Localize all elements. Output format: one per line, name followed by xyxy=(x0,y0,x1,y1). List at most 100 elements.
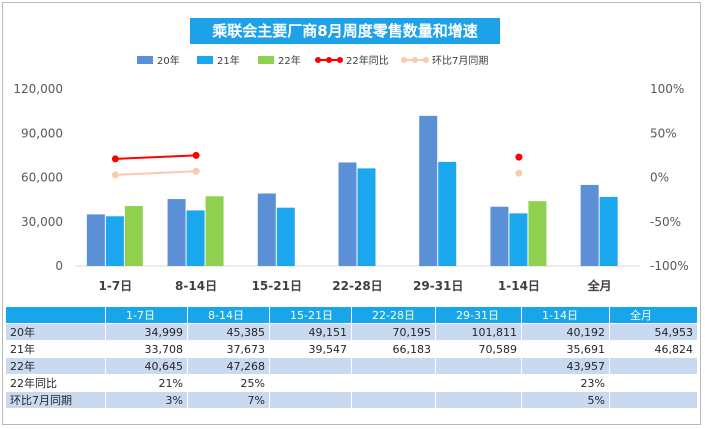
bar-22年 xyxy=(124,206,143,266)
bar-20年 xyxy=(167,199,186,266)
table-cell: 25% xyxy=(187,374,270,392)
table-cell: 45,385 xyxy=(187,323,270,341)
legend-swatch-marker xyxy=(326,57,332,63)
y-right-tick-label: 0% xyxy=(650,171,669,185)
table-cell xyxy=(269,374,352,392)
legend-label: 环比7月同期 xyxy=(432,55,488,67)
table-row: 环比7月同期 3% 7% 5% xyxy=(5,391,698,409)
table-cell xyxy=(435,357,522,375)
table-cell: 40,645 xyxy=(105,357,188,375)
x-tick-label: 29-31日 xyxy=(413,279,463,293)
point-22年同比 xyxy=(111,155,119,163)
chart-title: 乘联会主要厂商8月周度零售数量和增速 xyxy=(190,18,500,44)
table-cell xyxy=(269,357,352,375)
bar-21年 xyxy=(276,207,295,266)
table-cell xyxy=(269,391,352,409)
table-cell: 70,589 xyxy=(435,340,522,358)
bar-21年 xyxy=(357,168,376,266)
table-cell: 37,673 xyxy=(187,340,270,358)
table-column-header: 8-14日 xyxy=(187,306,270,324)
point-22年同比 xyxy=(192,151,200,159)
y-left-tick-label: 60,000 xyxy=(21,171,63,185)
table-column-header: 29-31日 xyxy=(435,306,522,324)
point-环比7月同期 xyxy=(111,171,119,179)
legend-swatch-marker xyxy=(401,57,407,63)
legend-swatch xyxy=(258,56,274,64)
x-tick-label: 全月 xyxy=(587,278,612,293)
y-axis-right: -100% -50% 0% 50% 100% xyxy=(650,82,689,273)
table-cell: 5% xyxy=(521,391,610,409)
chart-plot: 20年 21年 22年 22年同比 环比7月同期 0 30,000 60,000 90,000… xyxy=(13,54,689,293)
table-row: 21年 33,708 37,673 39,547 66,183 70,589 35,691 4… xyxy=(5,340,698,358)
table-cell xyxy=(435,374,522,392)
x-tick-label: 22-28日 xyxy=(332,279,382,293)
bar-20年 xyxy=(490,206,509,266)
table-row: 22年同比 21% 25% 23% xyxy=(5,374,698,392)
x-tick-label: 15-21日 xyxy=(252,279,302,293)
table-cell: 23% xyxy=(521,374,610,392)
chart-legend: 20年 21年 22年 22年同比 环比7月同期 xyxy=(137,54,488,67)
legend-swatch-marker xyxy=(423,57,429,63)
table-cell: 33,708 xyxy=(105,340,188,358)
table-cell xyxy=(351,374,436,392)
y-right-tick-label: 100% xyxy=(650,82,684,96)
table-cell: 66,183 xyxy=(351,340,436,358)
y-right-tick-label: 50% xyxy=(650,126,677,140)
y-left-tick-label: 0 xyxy=(55,259,63,273)
table-row-label: 22年 xyxy=(5,357,106,375)
table-row-label: 22年同比 xyxy=(5,374,106,392)
legend-label: 22年同比 xyxy=(346,54,389,67)
table-cell: 21% xyxy=(105,374,188,392)
table-column-header: 1-14日 xyxy=(521,306,610,324)
x-axis: 1-7日 8-14日 15-21日 22-28日 29-31日 1-14日 全月 xyxy=(99,278,612,293)
table-row-label: 20年 xyxy=(5,323,106,341)
y-right-tick-label: -50% xyxy=(650,215,681,229)
table-cell xyxy=(351,391,436,409)
bar-21年 xyxy=(599,196,618,266)
bar-21年 xyxy=(438,161,457,266)
table-cell: 49,151 xyxy=(269,323,352,341)
table-row-label: 21年 xyxy=(5,340,106,358)
legend-swatch-marker xyxy=(412,57,418,63)
table-cell: 7% xyxy=(187,391,270,409)
table-column-header: 15-21日 xyxy=(269,306,352,324)
table-cell: 3% xyxy=(105,391,188,409)
y-right-tick-label: -100% xyxy=(650,259,689,273)
table-column-header: 1-7日 xyxy=(105,306,188,324)
table-cell xyxy=(609,374,698,392)
table-row: 20年 34,999 45,385 49,151 70,195 101,811 40,192… xyxy=(5,323,698,341)
table-cell: 39,547 xyxy=(269,340,352,358)
table-cell xyxy=(609,391,698,409)
y-left-tick-label: 30,000 xyxy=(21,215,63,229)
table-column-header: 全月 xyxy=(609,306,698,324)
bar-21年 xyxy=(509,213,528,266)
chart-lines xyxy=(111,151,523,179)
bar-20年 xyxy=(338,162,357,266)
bar-20年 xyxy=(419,115,438,267)
table-cell: 47,268 xyxy=(187,357,270,375)
table-column-header: 22-28日 xyxy=(351,306,436,324)
point-22年同比 xyxy=(515,153,523,161)
legend-swatch xyxy=(137,56,153,64)
legend-swatch-marker xyxy=(315,57,321,63)
y-left-tick-label: 90,000 xyxy=(21,126,63,140)
table-row-label: 环比7月同期 xyxy=(5,391,106,409)
table-cell: 54,953 xyxy=(609,323,698,341)
table-cell xyxy=(435,391,522,409)
table-cell: 101,811 xyxy=(435,323,522,341)
x-tick-label: 1-7日 xyxy=(99,279,133,293)
y-axis-left: 0 30,000 60,000 90,000 120,000 xyxy=(13,82,63,273)
bar-20年 xyxy=(257,193,276,266)
legend-label: 22年 xyxy=(278,54,301,67)
table-cell: 40,192 xyxy=(521,323,610,341)
bar-21年 xyxy=(105,216,124,266)
table-cell: 46,824 xyxy=(609,340,698,358)
legend-swatch xyxy=(197,56,213,64)
table-cell: 43,957 xyxy=(521,357,610,375)
table-corner-cell xyxy=(5,306,106,324)
table-cell: 70,195 xyxy=(351,323,436,341)
legend-swatch-marker xyxy=(337,57,343,63)
x-tick-label: 1-14日 xyxy=(498,279,540,293)
y-left-tick-label: 120,000 xyxy=(13,82,63,96)
bar-22年 xyxy=(205,196,224,266)
